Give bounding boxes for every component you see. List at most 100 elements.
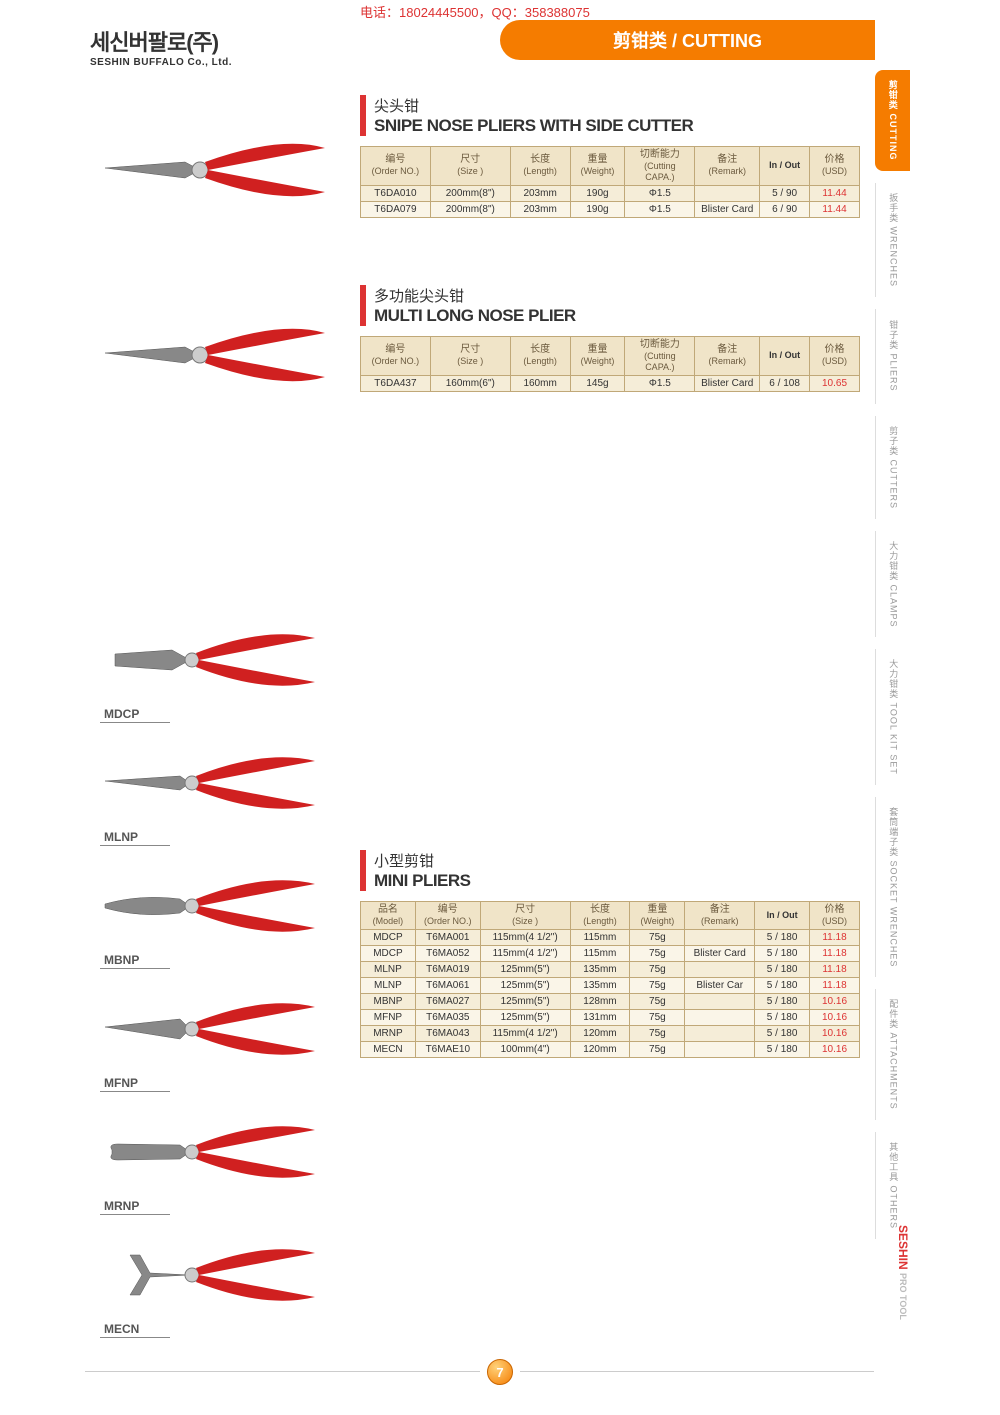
table-header: 切断能力(Cutting CAPA.) [625,147,695,186]
table-cell: T6MA027 [415,994,480,1010]
table-cell: T6DA079 [361,201,431,217]
section-title-cn: 小型剪钳 [374,850,860,871]
table-cell: 10.65 [810,375,860,391]
spec-table: 编号(Order NO.)尺寸(Size )长度(Length)重量(Weigh… [360,336,860,392]
table-header: 重量(Weight) [570,147,625,186]
product-image-mrnp [100,1112,325,1192]
table-header: 备注(Remark) [695,147,760,186]
table-cell: 131mm [570,1010,630,1026]
table-cell: T6MA001 [415,930,480,946]
section-title: 多功能尖头钳 MULTI LONG NOSE PLIER [360,285,860,326]
table-header: 价格(USD) [810,902,860,930]
table-cell: 11.18 [810,930,860,946]
table-cell: 10.16 [810,994,860,1010]
table-cell: MLNP [361,978,416,994]
table-cell: MDCP [361,930,416,946]
mini-plier-item: MRNP [100,1112,335,1215]
table-cell: T6MA052 [415,946,480,962]
table-header: 备注(Remark) [695,337,760,376]
table-cell: 5 / 180 [755,994,810,1010]
table-cell: 115mm(4 1/2") [480,930,570,946]
table-header: 价格(USD) [810,147,860,186]
side-tab[interactable]: 大力钳类 CLAMPS [875,531,910,638]
table-cell: 11.44 [810,185,860,201]
table-cell: 5 / 180 [755,1026,810,1042]
table-cell: 190g [570,201,625,217]
table-header: 编号(Order NO.) [361,337,431,376]
side-tab[interactable]: 剪子类 CUTTERS [875,416,910,519]
page-number: 7 [487,1359,513,1385]
mini-plier-item: MFNP [100,989,335,1092]
table-cell: 125mm(5") [480,978,570,994]
section-snipe-nose: 尖头钳 SNIPE NOSE PLIERS WITH SIDE CUTTER 编… [360,95,860,218]
table-header: 尺寸(Size ) [480,902,570,930]
table-header: 尺寸(Size ) [430,147,510,186]
table-cell: Φ1.5 [625,375,695,391]
table-cell: MECN [361,1042,416,1058]
table-cell: T6DA010 [361,185,431,201]
side-tab[interactable]: 套筒端子类 SOCKET WRENCHES [875,797,910,977]
table-header: 长度(Length) [570,902,630,930]
mini-plier-item: MECN [100,1235,335,1338]
table-cell: Blister Card [695,375,760,391]
table-cell: MBNP [361,994,416,1010]
table-row: MDCPT6MA052115mm(4 1/2")115mm75gBlister … [361,946,860,962]
side-tab[interactable]: 其他工具 OTHERS [875,1132,910,1239]
table-cell: 75g [630,962,685,978]
table-cell: MFNP [361,1010,416,1026]
table-cell: 6 / 90 [760,201,810,217]
spec-table: 编号(Order NO.)尺寸(Size )长度(Length)重量(Weigh… [360,146,860,218]
table-cell: T6MAE10 [415,1042,480,1058]
table-row: T6DA010200mm(8")203mm190gΦ1.55 / 9011.44 [361,185,860,201]
table-cell: 75g [630,1010,685,1026]
table-cell: 6 / 108 [760,375,810,391]
table-cell: 5 / 180 [755,1010,810,1026]
mini-plier-label: MRNP [100,1197,170,1215]
side-tab[interactable]: 配件类 ATTACHMENTS [875,989,910,1120]
table-header: 重量(Weight) [570,337,625,376]
table-cell [695,185,760,201]
table-cell: 115mm(4 1/2") [480,946,570,962]
side-tab[interactable]: 钳子类 PLIERS [875,309,910,404]
product-image-mdcp [100,620,325,700]
table-cell: 115mm [570,946,630,962]
brand-logo: SESHIN PRO TOOL [896,1225,910,1320]
side-tab[interactable]: 剪钳类 CUTTING [875,70,910,171]
table-cell [685,1010,755,1026]
table-row: T6DA437160mm(6")160mm145gΦ1.5Blister Car… [361,375,860,391]
mini-plier-label: MDCP [100,705,170,723]
table-cell: 120mm [570,1042,630,1058]
section-title-en: MULTI LONG NOSE PLIER [374,306,860,326]
table-cell: 100mm(4") [480,1042,570,1058]
mini-plier-item: MBNP [100,866,335,969]
table-cell: Φ1.5 [625,201,695,217]
side-tab[interactable]: 大力钳类 TOOL KIT SET [875,649,910,785]
section-title-cn: 多功能尖头钳 [374,285,860,306]
table-cell: T6MA035 [415,1010,480,1026]
table-cell: 5 / 180 [755,962,810,978]
mini-plier-label: MBNP [100,951,170,969]
company-name-en: SESHIN BUFFALO Co., Ltd. [90,57,232,68]
table-header: 编号(Order NO.) [361,147,431,186]
table-cell: 5 / 180 [755,1042,810,1058]
table-row: MRNPT6MA043115mm(4 1/2")120mm75g5 / 1801… [361,1026,860,1042]
product-image-snipe-nose [100,130,330,210]
table-cell: 125mm(5") [480,962,570,978]
table-cell: 75g [630,978,685,994]
brand-logo-sub: PRO TOOL [898,1273,908,1320]
table-cell: 5 / 90 [760,185,810,201]
table-cell: 5 / 180 [755,930,810,946]
table-cell: 10.16 [810,1026,860,1042]
table-cell: Blister Card [695,201,760,217]
table-cell: 75g [630,930,685,946]
mini-plier-label: MLNP [100,828,170,846]
footer-rule [85,1371,480,1372]
table-row: MECNT6MAE10100mm(4")120mm75g5 / 18010.16 [361,1042,860,1058]
table-row: MLNPT6MA019125mm(5")135mm75g5 / 18011.18 [361,962,860,978]
footer-rule [520,1371,874,1372]
table-header: 重量(Weight) [630,902,685,930]
table-row: MBNPT6MA027125mm(5")128mm75g5 / 18010.16 [361,994,860,1010]
brand-logo-main: SESHIN [896,1225,910,1270]
table-cell: 75g [630,1026,685,1042]
side-tab[interactable]: 扳手类 WRENCHES [875,183,910,297]
